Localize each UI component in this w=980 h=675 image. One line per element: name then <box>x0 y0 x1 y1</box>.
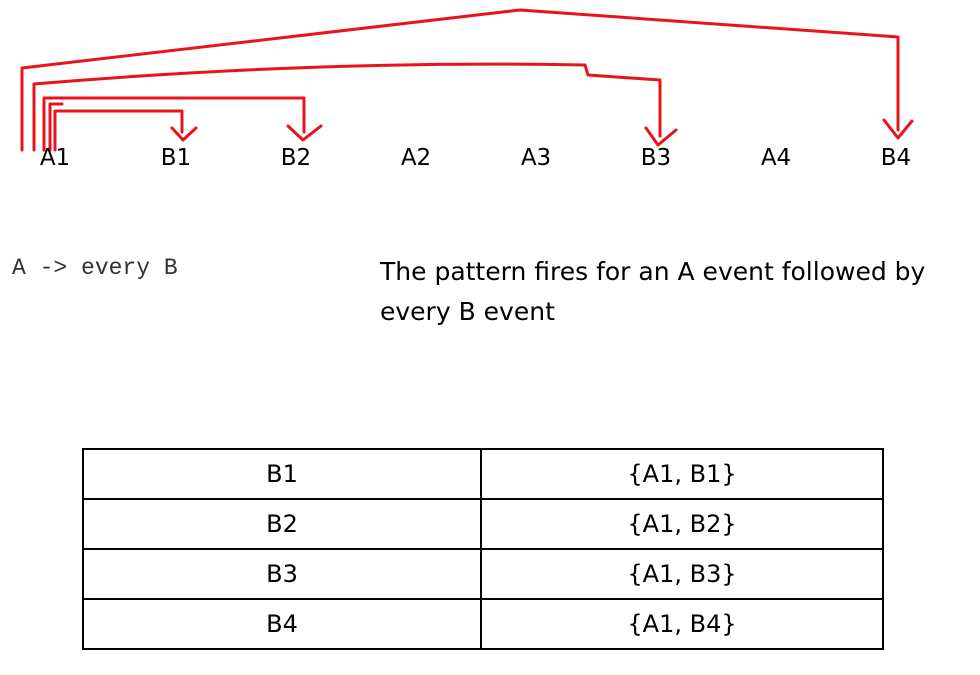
arrow-a1-b2 <box>42 96 306 152</box>
event-a3: A3 <box>520 145 552 171</box>
table-cell-event: B3 <box>82 548 482 600</box>
event-a2: A2 <box>400 145 432 171</box>
event-a1: A1 <box>39 145 71 171</box>
results-table: B1 {A1, B1} B2 {A1, B2} B3 {A1, B3} B4 {… <box>82 448 884 650</box>
event-b4: B4 <box>880 145 912 171</box>
pattern-description: The pattern fires for an A event followe… <box>380 257 926 326</box>
table-row: B1 {A1, B1} <box>82 448 884 500</box>
table-cell-event: B4 <box>82 598 482 650</box>
arrow-a1-b4 <box>20 8 900 152</box>
table-cell-event: B1 <box>82 448 482 500</box>
event-b1: B1 <box>160 145 192 171</box>
table-cell-match: {A1, B3} <box>480 548 884 600</box>
arrow-a1-inner <box>48 102 64 152</box>
arrow-head-b1 <box>170 126 198 142</box>
arrow-head-b3 <box>644 126 678 147</box>
table-cell-match: {A1, B1} <box>480 448 884 500</box>
arrow-head-b2 <box>286 124 323 142</box>
arrow-head-b4 <box>882 118 914 140</box>
table-row: B3 {A1, B3} <box>82 548 884 600</box>
event-a4: A4 <box>760 145 792 171</box>
arrow-a1-b1 <box>53 109 184 152</box>
table-cell-event: B2 <box>82 498 482 550</box>
event-b3: B3 <box>640 145 672 171</box>
event-b2: B2 <box>280 145 312 171</box>
arrow-a1-b3 <box>32 62 662 152</box>
pattern-expression: A -> every B <box>12 255 178 281</box>
table-row: B4 {A1, B4} <box>82 598 884 650</box>
table-row: B2 {A1, B2} <box>82 498 884 550</box>
table-cell-match: {A1, B4} <box>480 598 884 650</box>
table-cell-match: {A1, B2} <box>480 498 884 550</box>
